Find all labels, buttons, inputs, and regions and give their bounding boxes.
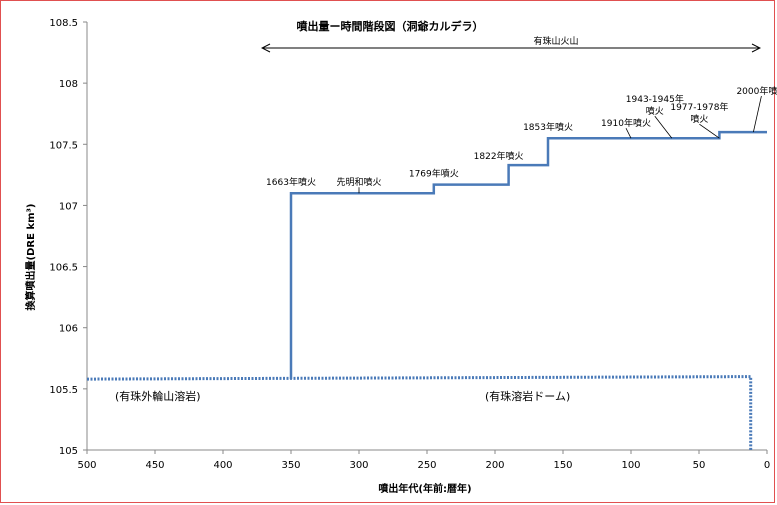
region-label-outer: (有珠外輪山溶岩) — [115, 389, 201, 403]
chart-title: 噴出量ー時間階段図（洞爺カルデラ） — [297, 19, 484, 33]
x-tick-label: 350 — [281, 460, 300, 471]
y-tick-label: 105 — [59, 446, 78, 457]
y-tick-labels: 105 105.5 106 106.5 107 107.5 108 108.5 — [49, 18, 87, 457]
annotation-label: 1663年噴火 — [266, 176, 316, 188]
x-tick-label: 100 — [621, 460, 640, 471]
region-label-dome: (有珠溶岩ドーム) — [485, 389, 570, 403]
annotation-leader — [654, 115, 673, 139]
annotation-label: 2000年噴火 — [736, 85, 777, 97]
y-tick-label: 106.5 — [49, 263, 78, 274]
annotations-group: 1663年噴火 先明和噴火 1769年噴火 1822年噴火 1853年噴火 1910年噴火… — [266, 85, 777, 194]
annotation-leader — [753, 95, 762, 133]
x-tick-label: 50 — [693, 460, 706, 471]
series-group — [86, 130, 767, 450]
y-tick-label: 105.5 — [49, 385, 78, 396]
annotation-label: 1977-1978年噴火 — [670, 101, 728, 125]
annotation-label: 1822年噴火 — [474, 150, 524, 162]
x-tick-label: 500 — [77, 460, 96, 471]
y-tick-label: 107.5 — [49, 140, 78, 151]
x-tick-label: 400 — [213, 460, 232, 471]
range-label: 有珠山火山 — [533, 35, 578, 47]
x-tick-label: 450 — [145, 460, 164, 471]
x-tick-label: 0 — [764, 460, 770, 471]
x-axis-title: 噴出年代(年前:暦年) — [378, 482, 471, 495]
x-tick-label: 250 — [417, 460, 436, 471]
y-tick-label: 107 — [59, 201, 78, 212]
annotation-leader — [699, 123, 720, 139]
x-tick-label: 200 — [485, 460, 504, 471]
annotation-label: 1769年噴火 — [409, 168, 459, 180]
annotation-label: 1910年噴火 — [601, 117, 651, 129]
y-axis-title: 換算噴出量(DRE km³) — [24, 204, 37, 311]
series-line-dotted — [86, 375, 753, 450]
x-tick-label: 300 — [349, 460, 368, 471]
y-tick-label: 106 — [59, 324, 78, 335]
annotation-label: 先明和噴火 — [336, 176, 381, 188]
annotation-leader — [625, 127, 632, 139]
y-tick-label: 108.5 — [49, 18, 78, 29]
axes — [86, 22, 767, 451]
annotation-label: 1943-1945年噴火 — [626, 93, 684, 117]
annotation-label: 1853年噴火 — [523, 121, 573, 133]
x-tick-label: 150 — [553, 460, 572, 471]
x-tick-labels: 500 450 400 350 300 250 200 150 100 50 0 — [77, 450, 770, 471]
y-tick-label: 108 — [59, 79, 78, 90]
series-line-solid — [289, 130, 767, 380]
